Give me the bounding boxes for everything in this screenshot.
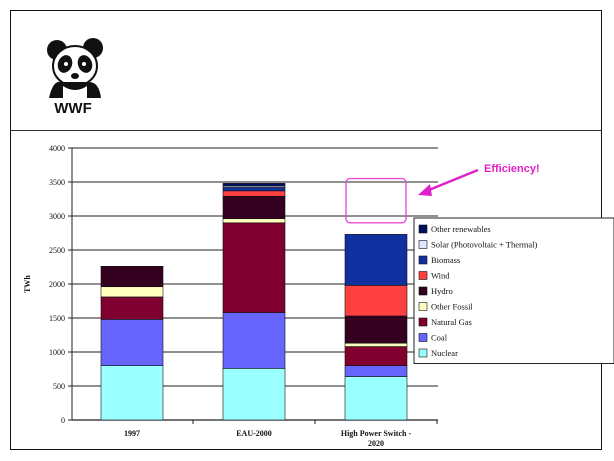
bar-segment bbox=[344, 342, 408, 347]
bar-segment bbox=[100, 296, 164, 320]
annotation-text: Efficiency! bbox=[484, 163, 540, 175]
legend-swatch bbox=[418, 302, 428, 311]
bar-segment bbox=[344, 315, 408, 344]
bar-segment bbox=[100, 286, 164, 298]
bar-segment bbox=[222, 190, 286, 197]
y-tick-label: 3000 bbox=[49, 212, 65, 221]
panda-icon bbox=[47, 38, 103, 98]
bar-segment bbox=[344, 234, 408, 286]
y-axis-title: TWh bbox=[23, 275, 32, 293]
bar-segment bbox=[100, 365, 164, 421]
bar-segment bbox=[222, 183, 286, 187]
stacked-bar-chart: 0 500 1000 1500 2000 2500 3000 3500 4000 TWh 1997 E… bbox=[23, 144, 614, 448]
legend-label: Other Fossil bbox=[431, 302, 473, 312]
legend-swatch bbox=[418, 224, 428, 234]
bar-segment bbox=[222, 187, 286, 192]
y-tick-label: 1000 bbox=[49, 348, 65, 357]
bar-segment bbox=[222, 195, 286, 220]
bar-segment bbox=[344, 346, 408, 366]
x-tick-label: EAU-2000 bbox=[236, 429, 272, 438]
legend-label: Other renewables bbox=[431, 224, 491, 234]
y-tick-label: 1500 bbox=[49, 314, 65, 323]
wwf-logo-text: WWF bbox=[54, 100, 92, 117]
legend-box bbox=[413, 217, 614, 364]
y-tick-label: 2000 bbox=[49, 280, 65, 289]
x-tick-label: 1997 bbox=[124, 429, 140, 438]
bar-segment bbox=[100, 266, 164, 288]
legend-swatch bbox=[418, 317, 428, 327]
legend-swatch bbox=[418, 286, 428, 296]
legend-label: Biomass bbox=[431, 255, 460, 265]
legend-swatch bbox=[418, 348, 428, 358]
annotation-arrow bbox=[423, 168, 479, 194]
legend-swatch bbox=[418, 255, 428, 265]
legend-swatch bbox=[418, 271, 428, 280]
y-tick-label: 4000 bbox=[49, 144, 65, 153]
header-divider bbox=[11, 130, 601, 131]
efficiency-box bbox=[345, 177, 407, 224]
y-tick-label: 3500 bbox=[49, 178, 65, 187]
legend-swatch bbox=[418, 333, 428, 342]
legend-label: Coal bbox=[431, 333, 448, 343]
bar-segment bbox=[222, 368, 286, 421]
wwf-logo: WWF bbox=[41, 36, 111, 121]
legend-label: Solar (Photovoltaic + Thermal) bbox=[431, 240, 538, 250]
y-tick-label: 0 bbox=[61, 416, 65, 425]
bar-segment bbox=[344, 376, 408, 421]
annotation-arrowhead bbox=[418, 184, 432, 196]
legend-swatch bbox=[418, 240, 428, 249]
y-tick-label: 2500 bbox=[49, 246, 65, 255]
x-tick-label: 2020 bbox=[368, 439, 384, 448]
bar-segment bbox=[222, 222, 286, 313]
bar-segment bbox=[222, 218, 286, 224]
legend-label: Natural Gas bbox=[431, 317, 472, 327]
bar-segment bbox=[222, 312, 286, 369]
legend-label: Hydro bbox=[431, 286, 453, 296]
bar-segment bbox=[344, 285, 408, 317]
legend-label: Nuclear bbox=[431, 348, 458, 358]
bar-segment bbox=[100, 319, 164, 366]
y-tick-label: 500 bbox=[53, 382, 65, 391]
x-tick-label: High Power Switch - bbox=[341, 429, 412, 438]
bar-segment bbox=[344, 365, 408, 377]
legend-label: Wind bbox=[431, 271, 450, 281]
